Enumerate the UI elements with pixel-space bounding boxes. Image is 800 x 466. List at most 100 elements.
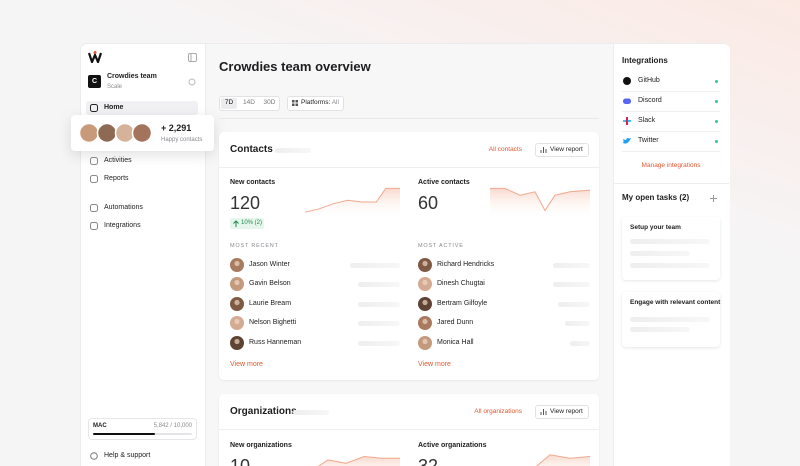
integration-name[interactable]: Discord	[638, 97, 662, 104]
divider	[613, 183, 729, 184]
contact-name[interactable]: Laurie Bream	[249, 300, 292, 307]
settings-icon[interactable]	[188, 78, 196, 86]
task-skeleton	[630, 263, 710, 268]
row-skeleton	[570, 341, 590, 346]
contact-avatar	[230, 297, 244, 311]
divider	[622, 91, 720, 92]
row-skeleton	[358, 282, 400, 287]
period-option[interactable]: 7D	[224, 99, 234, 106]
metric-label: Active organizations	[418, 442, 487, 449]
collapse-icon[interactable]	[188, 53, 197, 62]
title-skeleton	[293, 410, 329, 415]
card-link[interactable]: All organizations	[474, 408, 522, 415]
metric-label: New organizations	[230, 442, 292, 449]
divider	[219, 429, 599, 430]
status-dot	[715, 79, 718, 83]
row-skeleton	[358, 321, 400, 326]
contacts-card	[219, 132, 599, 380]
integrations-title: Integrations	[622, 56, 668, 65]
view-more-link[interactable]: View more	[418, 361, 451, 368]
report-icon	[540, 147, 547, 153]
contact-name[interactable]: Nelson Bighetti	[249, 319, 297, 326]
contact-name[interactable]: Russ Hanneman	[249, 339, 302, 346]
contact-avatar	[230, 277, 244, 291]
avatar-stack	[79, 123, 153, 143]
metric-value: 32	[418, 456, 439, 466]
row-skeleton	[553, 263, 590, 268]
usage-box	[88, 418, 197, 440]
sparkline	[536, 454, 590, 466]
period-option[interactable]: 30D	[263, 99, 276, 106]
nav-icon	[90, 204, 98, 212]
task-skeleton	[630, 317, 710, 322]
contact-avatar	[418, 316, 432, 330]
team-avatar[interactable]: C	[88, 75, 101, 88]
period-option[interactable]: 14D	[243, 99, 255, 106]
task-title: Engage with relevant content	[630, 299, 721, 306]
nav-item[interactable]: Activities	[104, 157, 132, 164]
status-dot	[715, 99, 718, 103]
contact-name[interactable]: Richard Hendricks	[437, 261, 495, 268]
sparkline	[317, 455, 400, 466]
status-dot	[715, 139, 718, 143]
card-title: Contacts	[230, 144, 273, 155]
metric-value: 10	[230, 456, 251, 466]
metric-label: Active contacts	[418, 179, 470, 186]
nav-item[interactable]: Home	[104, 104, 124, 111]
integration-icon	[623, 138, 631, 144]
add-task-button[interactable]	[710, 195, 717, 202]
manage-integrations-link[interactable]: Manage integrations	[641, 162, 701, 169]
card-link[interactable]: All contacts	[488, 146, 522, 153]
metric-value: 60	[418, 193, 439, 213]
integration-name[interactable]: Twitter	[638, 137, 659, 144]
view-report-button[interactable]	[535, 143, 589, 157]
popup-count: + 2,291	[161, 123, 192, 133]
row-skeleton	[358, 302, 400, 307]
platforms-label: Platforms: All	[301, 98, 339, 108]
sparkline	[490, 187, 590, 219]
nav-item[interactable]: Integrations	[104, 222, 141, 229]
contact-avatar	[418, 297, 432, 311]
title-skeleton	[275, 148, 311, 153]
contact-avatar	[230, 258, 244, 272]
list-heading: MOST RECENT	[230, 243, 279, 249]
platforms-label-text: Platforms:	[301, 99, 331, 106]
platforms-filter[interactable]	[287, 96, 344, 111]
contact-name[interactable]: Gavin Belson	[249, 280, 291, 287]
contact-name[interactable]: Jason Winter	[249, 261, 290, 268]
view-report-label: View report	[550, 146, 583, 153]
divider	[219, 167, 599, 168]
page-title: Crowdies team overview	[219, 59, 371, 74]
integration-icon	[623, 77, 631, 85]
help-link[interactable]: Help & support	[104, 452, 151, 459]
task-skeleton	[630, 251, 690, 256]
metric-value: 120	[230, 193, 261, 213]
platforms-value: All	[331, 99, 339, 106]
nav-item[interactable]: Automations	[104, 204, 143, 211]
contact-name[interactable]: Monica Hall	[437, 339, 474, 346]
up-arrow-icon	[233, 220, 239, 227]
sparkline	[305, 187, 400, 219]
nav-item[interactable]: Reports	[104, 175, 129, 182]
usage-fill	[93, 433, 155, 435]
integration-name[interactable]: GitHub	[638, 77, 660, 84]
view-more-link[interactable]: View more	[230, 361, 263, 368]
status-dot	[715, 119, 718, 123]
popup-label: Happy contacts	[161, 137, 203, 143]
contact-avatar	[230, 336, 244, 350]
contact-avatar	[418, 336, 432, 350]
task-title: Setup your team	[630, 224, 681, 231]
integration-name[interactable]: Slack	[638, 117, 656, 124]
task-card[interactable]	[622, 217, 720, 280]
contact-name[interactable]: Dinesh Chugtai	[437, 280, 485, 287]
view-report-button[interactable]	[535, 405, 589, 419]
nav-icon	[90, 157, 98, 165]
nav-icon	[90, 175, 98, 183]
task-skeleton	[630, 239, 710, 244]
contact-name[interactable]: Bertram Gilfoyle	[437, 300, 488, 307]
logo	[88, 51, 102, 63]
team-name[interactable]: Crowdies team	[107, 73, 157, 80]
view-report-label: View report	[550, 408, 583, 415]
contact-name[interactable]: Jared Dunn	[437, 319, 474, 326]
